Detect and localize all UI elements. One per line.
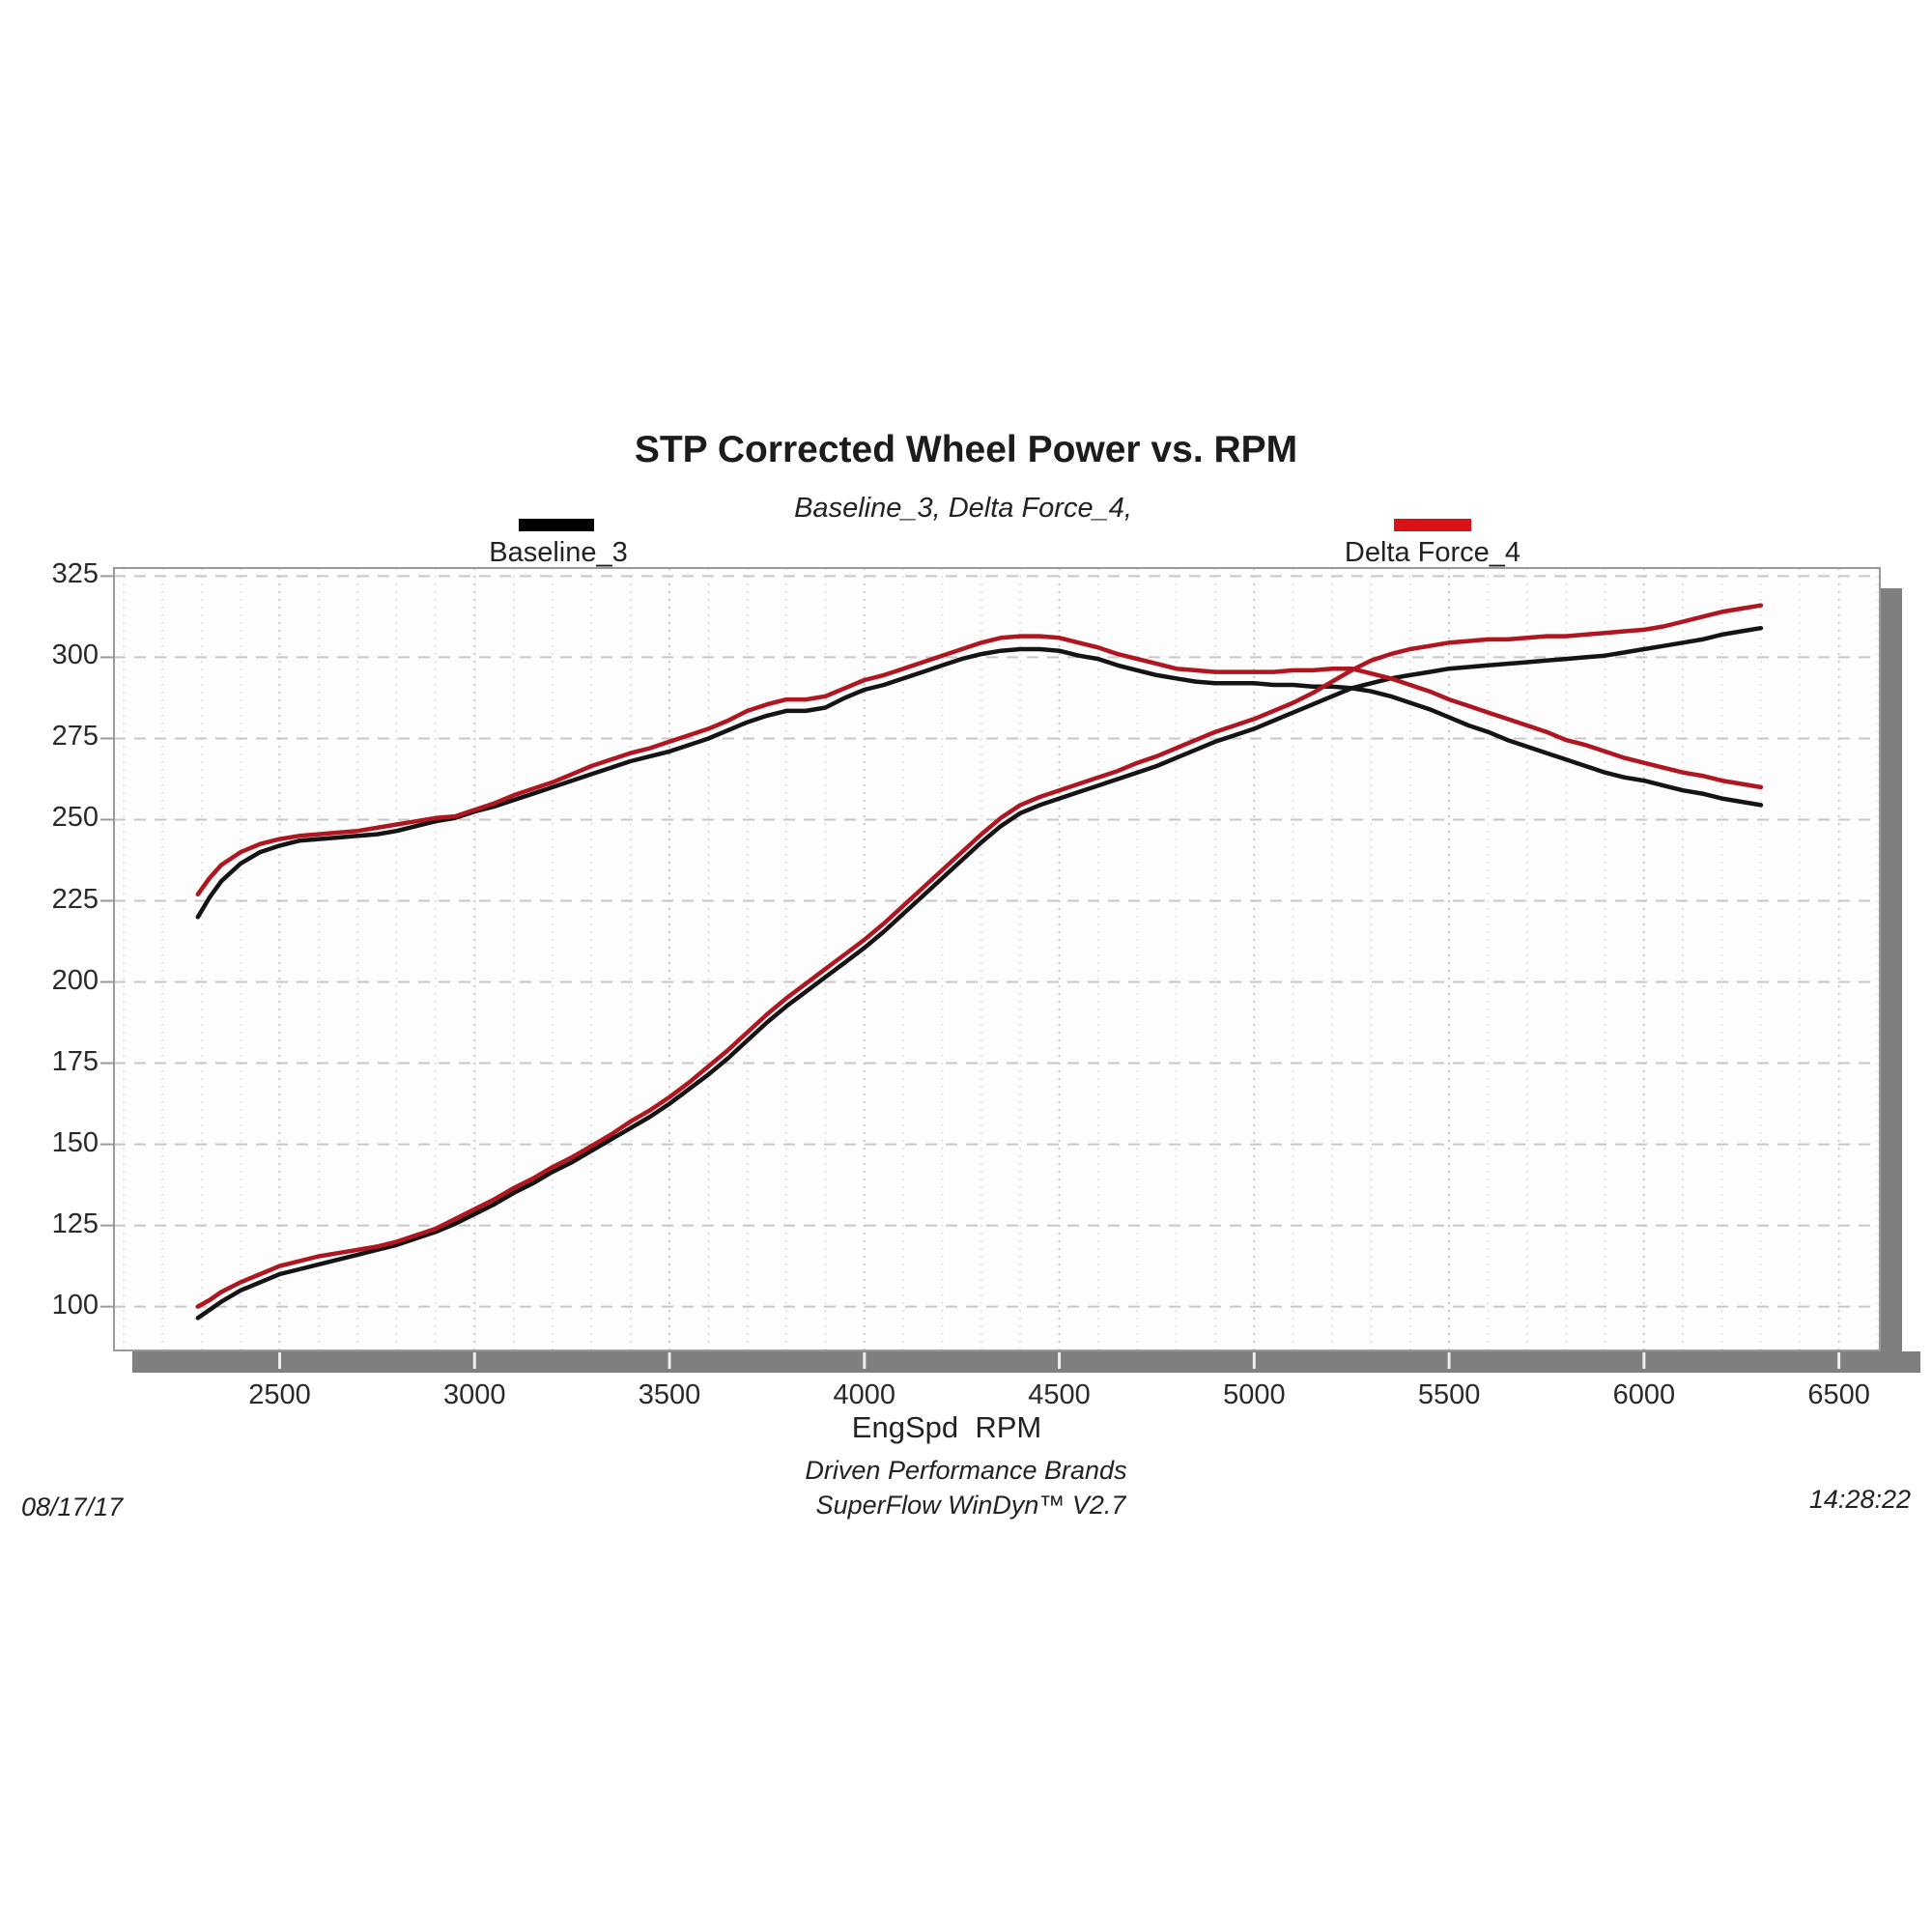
footer-date: 08/17/17 — [21, 1492, 124, 1521]
x-tick-label: 5000 — [1223, 1379, 1286, 1410]
chart-subtitle: Baseline_3, Delta Force_4, — [794, 493, 1132, 524]
legend-label-delta-force-4: Delta Force_4 — [1344, 537, 1521, 568]
x-tick-label: 5500 — [1417, 1379, 1481, 1410]
y-tick-label: 175 — [51, 1045, 99, 1077]
plot-shadow-right — [1881, 588, 1902, 1373]
footer-software: SuperFlow WinDyn™ V2.7 — [815, 1491, 1126, 1520]
plot-background — [114, 568, 1880, 1350]
footer-brand: Driven Performance Brands — [805, 1456, 1127, 1485]
y-tick-label: 200 — [51, 964, 99, 996]
plot-border — [113, 567, 1881, 1351]
series-line-baseline3-power — [195, 625, 1764, 1321]
y-tick-label: 125 — [51, 1208, 99, 1239]
y-tick-label: 150 — [51, 1126, 99, 1158]
y-tick-label: 275 — [51, 721, 99, 753]
y-tick-label: 325 — [51, 558, 99, 590]
chart-title: STP Corrected Wheel Power vs. RPM — [634, 429, 1298, 470]
series-line-baseline3-torque — [195, 646, 1764, 920]
series-line-deltaforce4-power — [195, 603, 1764, 1309]
y-tick-label: 300 — [51, 639, 99, 671]
x-tick-label: 6000 — [1612, 1379, 1676, 1410]
x-axis-title: EngSpd RPM — [851, 1410, 1042, 1444]
y-tick-label: 225 — [51, 883, 99, 915]
x-tick-label: 4000 — [833, 1379, 896, 1410]
x-tick-label: 3000 — [443, 1379, 506, 1410]
legend-swatch-delta-force-4 — [1394, 519, 1471, 531]
plot-shadow-bottom — [132, 1351, 1920, 1373]
x-tick-label: 6500 — [1807, 1379, 1870, 1410]
legend-label-baseline-3: Baseline_3 — [489, 537, 628, 568]
footer-time: 14:28:22 — [1808, 1485, 1911, 1514]
x-tick-label: 4500 — [1028, 1379, 1091, 1410]
x-tick-label: 3500 — [638, 1379, 701, 1410]
y-tick-label: 250 — [51, 802, 99, 834]
legend-swatch-baseline-3 — [519, 519, 594, 531]
x-tick-label: 2500 — [248, 1379, 311, 1410]
y-tick-label: 100 — [51, 1289, 99, 1321]
series-line-deltaforce4-torque — [195, 634, 1764, 897]
